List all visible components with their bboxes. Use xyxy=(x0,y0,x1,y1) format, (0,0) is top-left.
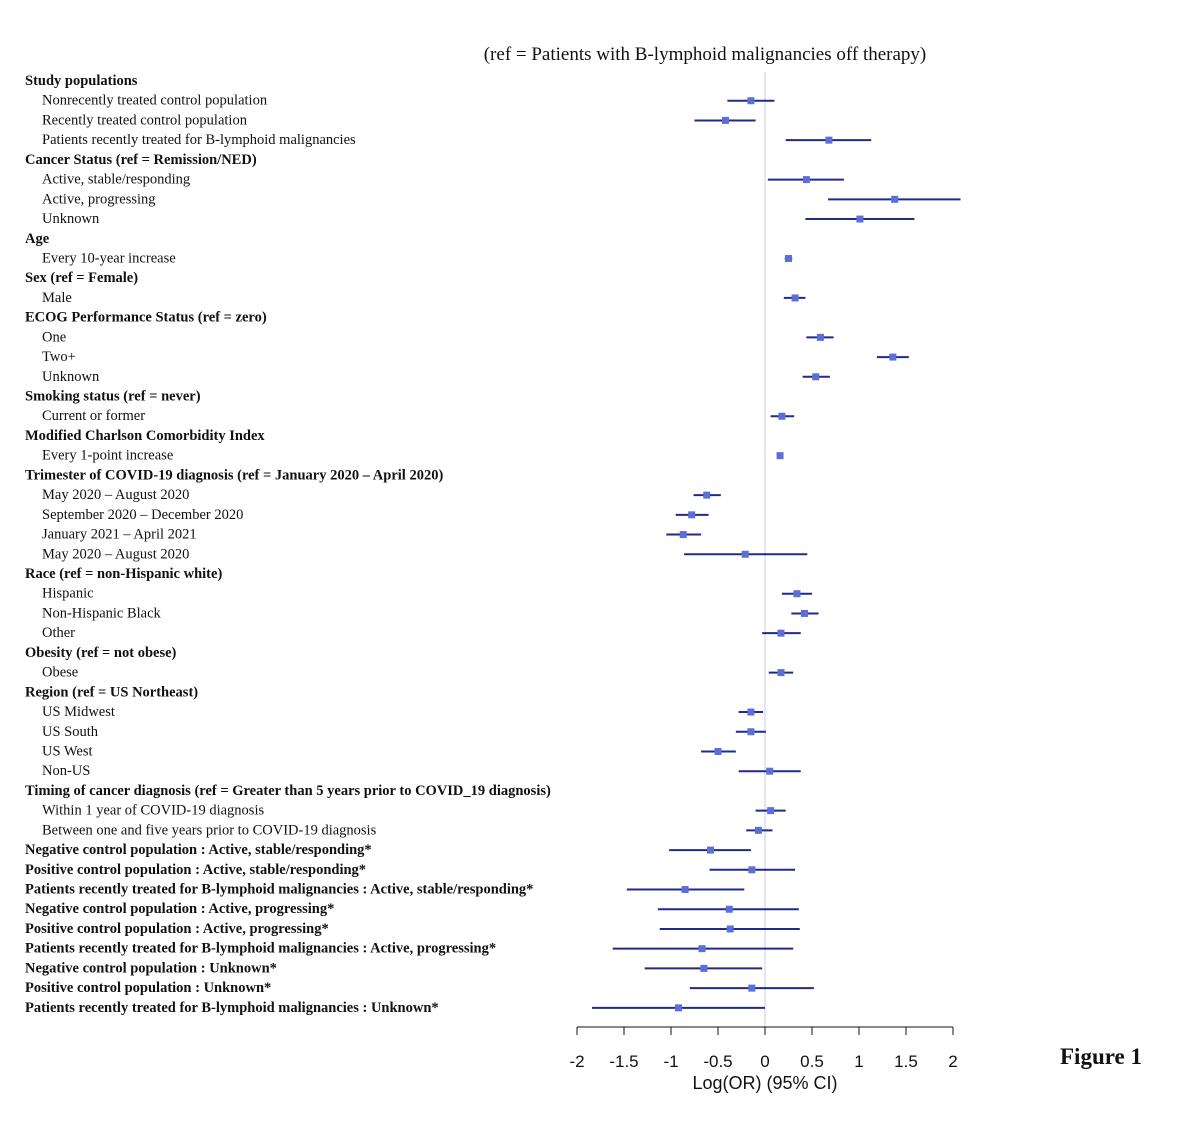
point-estimate-marker xyxy=(785,254,792,262)
x-tick-label: 1 xyxy=(854,1052,863,1071)
point-estimate-marker xyxy=(766,767,774,775)
row-label: September 2020 – December 2020 xyxy=(42,507,243,523)
point-estimate-marker xyxy=(816,333,824,341)
point-estimate-marker xyxy=(747,97,755,105)
row-label: Negative control population : Active, st… xyxy=(25,842,372,858)
row-label: Non-US xyxy=(42,763,90,779)
row-group-header: Race (ref = non-Hispanic white) xyxy=(25,566,222,582)
row-label: Patients recently treated for B-lymphoid… xyxy=(25,1000,439,1016)
point-estimate-marker xyxy=(675,1004,683,1012)
x-tick-label: -1.5 xyxy=(609,1052,638,1071)
point-estimate-marker xyxy=(700,964,708,972)
x-tick-label: -0.5 xyxy=(703,1052,732,1071)
row-label: Unknown xyxy=(42,211,100,227)
row-group-header: Study populations xyxy=(25,73,138,89)
row-label: May 2020 – August 2020 xyxy=(42,546,189,562)
x-axis-title: Log(OR) (95% CI) xyxy=(692,1073,837,1093)
point-estimate-marker xyxy=(722,116,730,124)
row-label: Recently treated control population xyxy=(42,112,248,128)
point-estimate-marker xyxy=(754,826,762,834)
point-estimate-marker xyxy=(706,846,714,854)
x-tick-label: -1 xyxy=(663,1052,678,1071)
point-estimate-marker xyxy=(747,708,755,716)
row-label: Within 1 year of COVID-19 diagnosis xyxy=(42,803,264,819)
point-estimate-marker xyxy=(725,905,733,913)
row-label: Hispanic xyxy=(42,586,94,602)
row-label: Patients recently treated for B-lymphoid… xyxy=(25,882,533,898)
row-group-header: Modified Charlson Comorbidity Index xyxy=(25,428,265,444)
row-label: Patients recently treated for B-lymphoid… xyxy=(42,132,356,148)
point-estimate-marker xyxy=(776,452,784,460)
row-label: Positive control population : Active, pr… xyxy=(25,921,329,937)
row-label: January 2021 – April 2021 xyxy=(42,527,197,543)
chart-title: (ref = Patients with B-lymphoid malignan… xyxy=(483,44,927,65)
point-estimate-marker xyxy=(793,590,801,598)
row-label: Between one and five years prior to COVI… xyxy=(42,822,377,838)
point-estimate-marker xyxy=(777,629,785,637)
point-estimate-marker xyxy=(856,215,864,223)
row-group-header: Sex (ref = Female) xyxy=(25,270,138,286)
point-estimate-marker xyxy=(688,511,696,519)
x-tick-label: 0.5 xyxy=(800,1052,824,1071)
row-group-header: Region (ref = US Northeast) xyxy=(25,684,198,700)
x-tick-label: 0 xyxy=(760,1052,769,1071)
point-estimate-marker xyxy=(791,294,799,302)
point-estimate-marker xyxy=(748,984,756,992)
point-estimate-marker xyxy=(679,531,687,539)
point-estimate-marker xyxy=(891,195,899,203)
row-label: One xyxy=(42,329,66,345)
point-estimate-marker xyxy=(825,136,833,144)
row-label: Positive control population : Unknown* xyxy=(25,980,271,996)
row-label: Every 10-year increase xyxy=(42,250,176,266)
row-label: Other xyxy=(42,625,75,641)
point-estimate-marker xyxy=(767,807,775,815)
point-estimate-marker xyxy=(698,945,706,953)
row-label: Male xyxy=(42,290,72,306)
point-estimate-marker xyxy=(741,550,749,558)
row-label: May 2020 – August 2020 xyxy=(42,487,189,503)
point-estimate-marker xyxy=(800,609,808,617)
row-label: Negative control population : Active, pr… xyxy=(25,901,334,917)
row-label: Active, progressing xyxy=(42,191,156,207)
row-label: Every 1-point increase xyxy=(42,448,173,464)
figure-label: Figure 1 xyxy=(1060,1044,1142,1069)
point-estimate-marker xyxy=(889,353,897,361)
row-group-header: ECOG Performance Status (ref = zero) xyxy=(25,310,267,326)
x-tick-label: 2 xyxy=(948,1052,957,1071)
point-estimate-marker xyxy=(747,728,755,736)
point-estimate-marker xyxy=(777,669,785,677)
point-estimate-marker xyxy=(681,886,689,894)
point-estimate-marker xyxy=(703,491,711,499)
row-label: Nonrecently treated control population xyxy=(42,93,268,109)
row-label: Negative control population : Unknown* xyxy=(25,960,277,976)
point-estimate-marker xyxy=(802,176,810,184)
row-label: US West xyxy=(42,743,93,759)
row-label: Patients recently treated for B-lymphoid… xyxy=(25,941,496,957)
row-label: Active, stable/responding xyxy=(42,172,190,188)
x-tick-label: -2 xyxy=(569,1052,584,1071)
row-group-header: Cancer Status (ref = Remission/NED) xyxy=(25,152,257,168)
row-label: US Midwest xyxy=(42,704,115,720)
row-label: Non-Hispanic Black xyxy=(42,605,162,621)
row-label: Current or former xyxy=(42,408,145,424)
row-label: Obese xyxy=(42,665,78,681)
x-tick-label: 1.5 xyxy=(894,1052,918,1071)
row-group-header: Obesity (ref = not obese) xyxy=(25,645,177,661)
row-label: US South xyxy=(42,724,99,740)
row-group-header: Trimester of COVID-19 diagnosis (ref = J… xyxy=(25,467,443,483)
row-group-header: Age xyxy=(25,231,50,247)
point-estimate-marker xyxy=(778,412,786,420)
row-group-header: Smoking status (ref = never) xyxy=(25,389,201,405)
row-group-header: Timing of cancer diagnosis (ref = Greate… xyxy=(25,783,551,799)
point-estimate-marker xyxy=(748,866,756,874)
row-label: Positive control population : Active, st… xyxy=(25,862,366,878)
point-estimate-marker xyxy=(726,925,734,933)
row-label: Two+ xyxy=(42,349,76,365)
point-estimate-marker xyxy=(714,747,722,755)
point-estimate-marker xyxy=(812,373,820,381)
row-label: Unknown xyxy=(42,369,100,385)
